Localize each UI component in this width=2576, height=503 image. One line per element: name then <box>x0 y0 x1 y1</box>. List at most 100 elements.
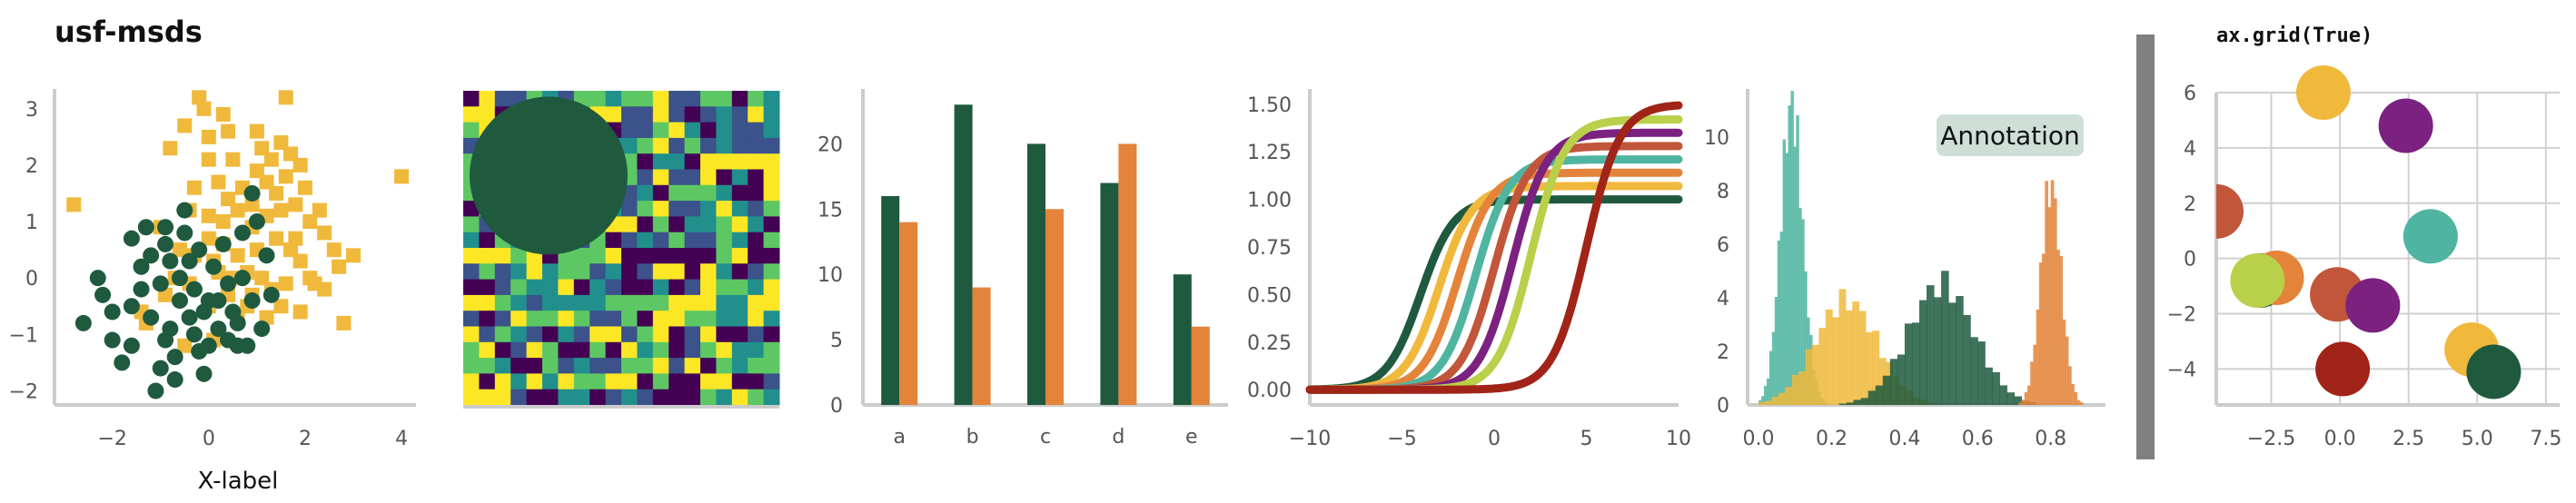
hist-bin <box>1759 401 1766 405</box>
heatmap-cell <box>463 326 480 343</box>
heatmap-cell <box>494 294 511 311</box>
hist-ytick-label: 10 <box>1704 127 1729 150</box>
heatmap-cell <box>590 341 607 359</box>
figure-title: usf-msds <box>54 15 203 49</box>
heatmap-cell <box>716 216 733 233</box>
heatmap-cell <box>763 311 780 327</box>
scatter-panel: X-label −2 0 2 4 −2 −1 0 1 2 3 <box>9 89 416 495</box>
hist-bin <box>1805 349 1813 405</box>
scatter-point-square <box>254 141 270 156</box>
bar-a-series-1 <box>881 195 900 405</box>
heatmap-cell <box>669 216 686 233</box>
grid-scatter-ytick-label: 6 <box>2184 83 2196 105</box>
heatmap-cell <box>716 122 733 139</box>
heatmap-cell <box>621 91 638 107</box>
heatmap-cell <box>605 358 622 374</box>
hist-bin <box>1846 402 1855 405</box>
heatmap-cell <box>731 184 748 202</box>
bar-xtick-label: e <box>1185 426 1198 449</box>
hist-bin <box>1793 146 1797 405</box>
hist-bin <box>2030 361 2034 405</box>
heatmap-cell <box>621 294 638 311</box>
heatmap-cell <box>652 294 669 311</box>
grid-scatter-xtick-label: 2.5 <box>2393 428 2424 450</box>
heatmap-cell <box>669 153 686 170</box>
heatmap-cell <box>558 358 575 374</box>
scatter-ytick-label: 2 <box>25 155 38 178</box>
bar-xtick-label: a <box>893 426 905 449</box>
scatter-point-circle <box>243 184 261 202</box>
hist-bin <box>2038 262 2043 405</box>
heatmap-cell <box>731 341 748 359</box>
scatter-point-square <box>292 253 308 269</box>
hist-bin <box>1804 271 1808 405</box>
hist-bin <box>2074 392 2078 405</box>
heatmap-cell <box>637 169 654 186</box>
grid-scatter-panel: ax.grid(True) −2.5 0.0 2.5 5.0 7.5 −4 −2 0 2 4 6 <box>2167 25 2562 450</box>
heatmap-cell <box>652 279 669 296</box>
scatter-point-circle <box>171 292 188 310</box>
scrollbar-handle[interactable] <box>2136 35 2155 459</box>
scatter-point-circle <box>123 230 140 247</box>
heatmap-cell <box>763 279 780 296</box>
heatmap-cell <box>605 373 622 390</box>
heatmap-cell <box>463 248 480 264</box>
heatmap-cell <box>479 232 496 249</box>
hist-ytick-label: 8 <box>1717 181 1729 203</box>
heatmap-cell <box>669 184 686 202</box>
bar-e-series-1 <box>1173 274 1192 405</box>
scatter-point-square <box>332 259 347 274</box>
hist-bin <box>1897 354 1906 405</box>
hist-bin <box>1761 396 1765 405</box>
heatmap-cell <box>510 389 528 406</box>
heatmap-cell <box>652 311 669 327</box>
heatmap-cell <box>731 263 748 281</box>
heatmap-cell <box>573 263 590 281</box>
scatter-point-circle <box>253 321 271 338</box>
hist-xtick-label: 0.0 <box>1743 428 1775 450</box>
heatmap-overlay-circle <box>469 96 628 255</box>
heatmap-cell <box>637 91 654 107</box>
heatmap-cell <box>716 279 733 296</box>
bar-panel: 0 5 10 15 20 a b c d e <box>817 89 1228 449</box>
heatmap-cell <box>573 389 590 406</box>
heatmap-cell <box>700 184 717 202</box>
hist-bin <box>1927 285 1935 405</box>
scatter-point-square <box>394 169 410 184</box>
scatter-point-square <box>283 242 299 258</box>
hist-bin <box>1763 385 1768 405</box>
heatmap-cell <box>637 137 654 154</box>
hist-bin <box>1812 344 1819 405</box>
scatter-point-square <box>215 106 231 122</box>
heatmap-cell <box>494 263 511 281</box>
heatmap-cell <box>542 279 559 296</box>
heatmap-cell <box>652 263 669 281</box>
heatmap-cell <box>700 294 717 311</box>
heatmap-cell <box>494 326 511 343</box>
heatmap-cell <box>526 341 543 359</box>
heatmap-cell <box>731 373 748 390</box>
bar-b-series-2 <box>972 287 991 405</box>
heatmap-cell <box>748 279 765 296</box>
hist-bin <box>1977 341 1986 405</box>
heatmap-cell <box>463 341 480 359</box>
heatmap-cell <box>763 169 780 186</box>
heatmap-cell <box>669 358 686 374</box>
heatmap-cell <box>731 153 748 170</box>
heatmap-cell <box>652 169 669 186</box>
scatter-point-circle <box>114 354 131 371</box>
heatmap-cell <box>731 279 748 296</box>
heatmap-cell <box>526 294 543 311</box>
heatmap-cell <box>479 341 496 359</box>
scatter-point-square <box>177 118 193 133</box>
scatter-point-square <box>278 276 293 291</box>
heatmap-cell <box>463 279 480 296</box>
hist-bin <box>1785 387 1793 405</box>
heatmap-cell <box>763 263 780 281</box>
bar-c-series-1 <box>1027 143 1045 405</box>
heatmap-cell <box>526 358 543 374</box>
hist-xtick-label: 0.2 <box>1816 428 1848 450</box>
heatmap-cell <box>669 326 686 343</box>
hist-bin <box>2079 402 2084 405</box>
